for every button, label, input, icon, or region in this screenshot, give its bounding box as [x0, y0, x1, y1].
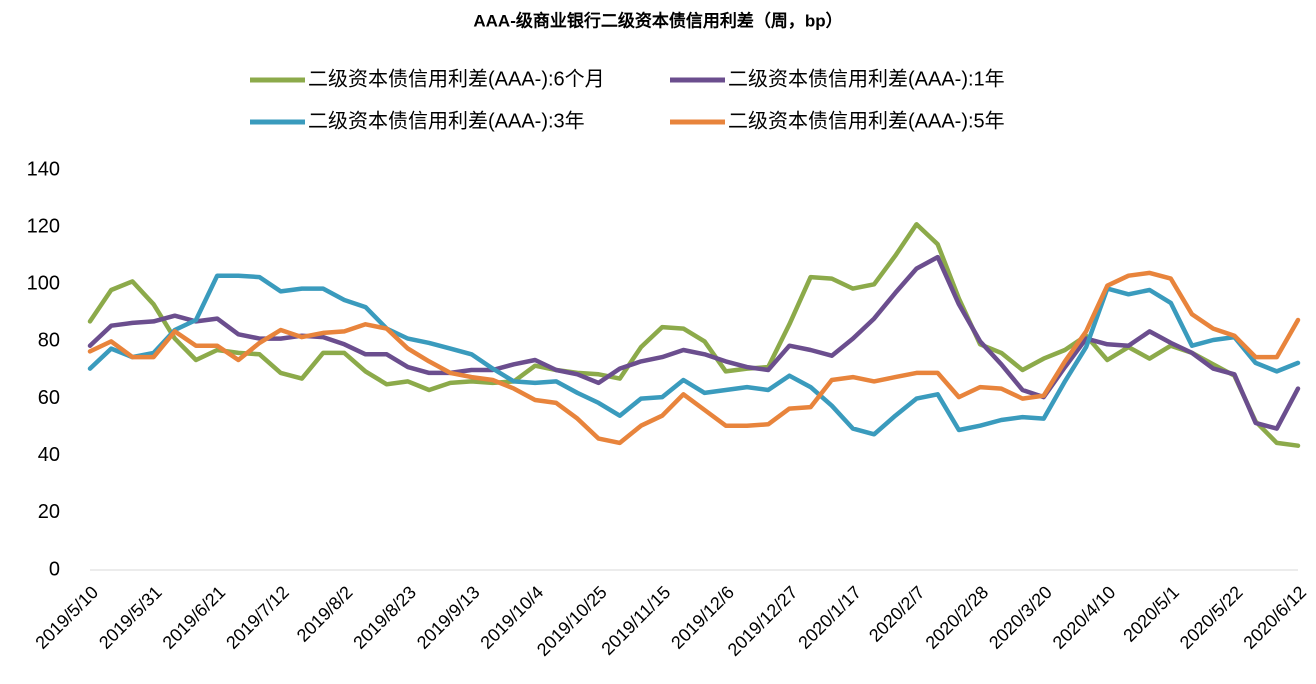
series-line — [87, 254, 1301, 431]
y-tick-label: 140 — [27, 158, 60, 180]
y-tick-label: 100 — [27, 273, 60, 295]
y-tick-label: 120 — [27, 215, 60, 237]
legend-label: 二级资本债信用利差(AAA-):6个月 — [308, 67, 605, 90]
y-tick-label: 0 — [49, 558, 60, 580]
y-tick-label: 20 — [38, 501, 60, 523]
x-tick-label: 2019/8/2 — [293, 582, 357, 646]
y-tick-label: 40 — [38, 444, 60, 466]
legend-label: 二级资本债信用利差(AAA-):5年 — [728, 109, 1005, 132]
x-tick-label: 2019/8/23 — [349, 582, 420, 653]
x-tick-label: 2020/4/10 — [1049, 582, 1120, 653]
x-tick-label: 2019/11/15 — [597, 582, 674, 659]
x-tick-label: 2019/6/21 — [159, 582, 230, 653]
y-tick-label: 80 — [38, 330, 60, 352]
y-tick-label: 60 — [38, 387, 60, 409]
x-tick-label: 2020/2/7 — [865, 582, 929, 646]
series-line — [87, 270, 1301, 446]
x-tick-label: 2020/3/20 — [985, 582, 1056, 653]
series-line — [87, 222, 1301, 448]
x-tick-label: 2019/5/10 — [31, 582, 102, 653]
x-tick-label: 2019/5/31 — [95, 582, 166, 653]
x-tick-label: 2019/7/12 — [222, 582, 293, 653]
x-tick-label: 2020/5/22 — [1176, 582, 1247, 653]
legend-label: 二级资本债信用利差(AAA-):1年 — [728, 67, 1005, 90]
legend-label: 二级资本债信用利差(AAA-):3年 — [308, 109, 585, 132]
x-tick-label: 2019/9/13 — [413, 582, 484, 653]
series-line — [87, 273, 1301, 437]
chart-title: AAA-级商业银行二级资本债信用利差（周，bp） — [473, 10, 842, 30]
x-tick-label: 2020/1/17 — [794, 582, 865, 653]
x-tick-label: 2020/6/12 — [1239, 582, 1310, 653]
x-tick-label: 2020/5/1 — [1119, 582, 1183, 646]
x-tick-label: 2020/2/28 — [922, 582, 993, 653]
